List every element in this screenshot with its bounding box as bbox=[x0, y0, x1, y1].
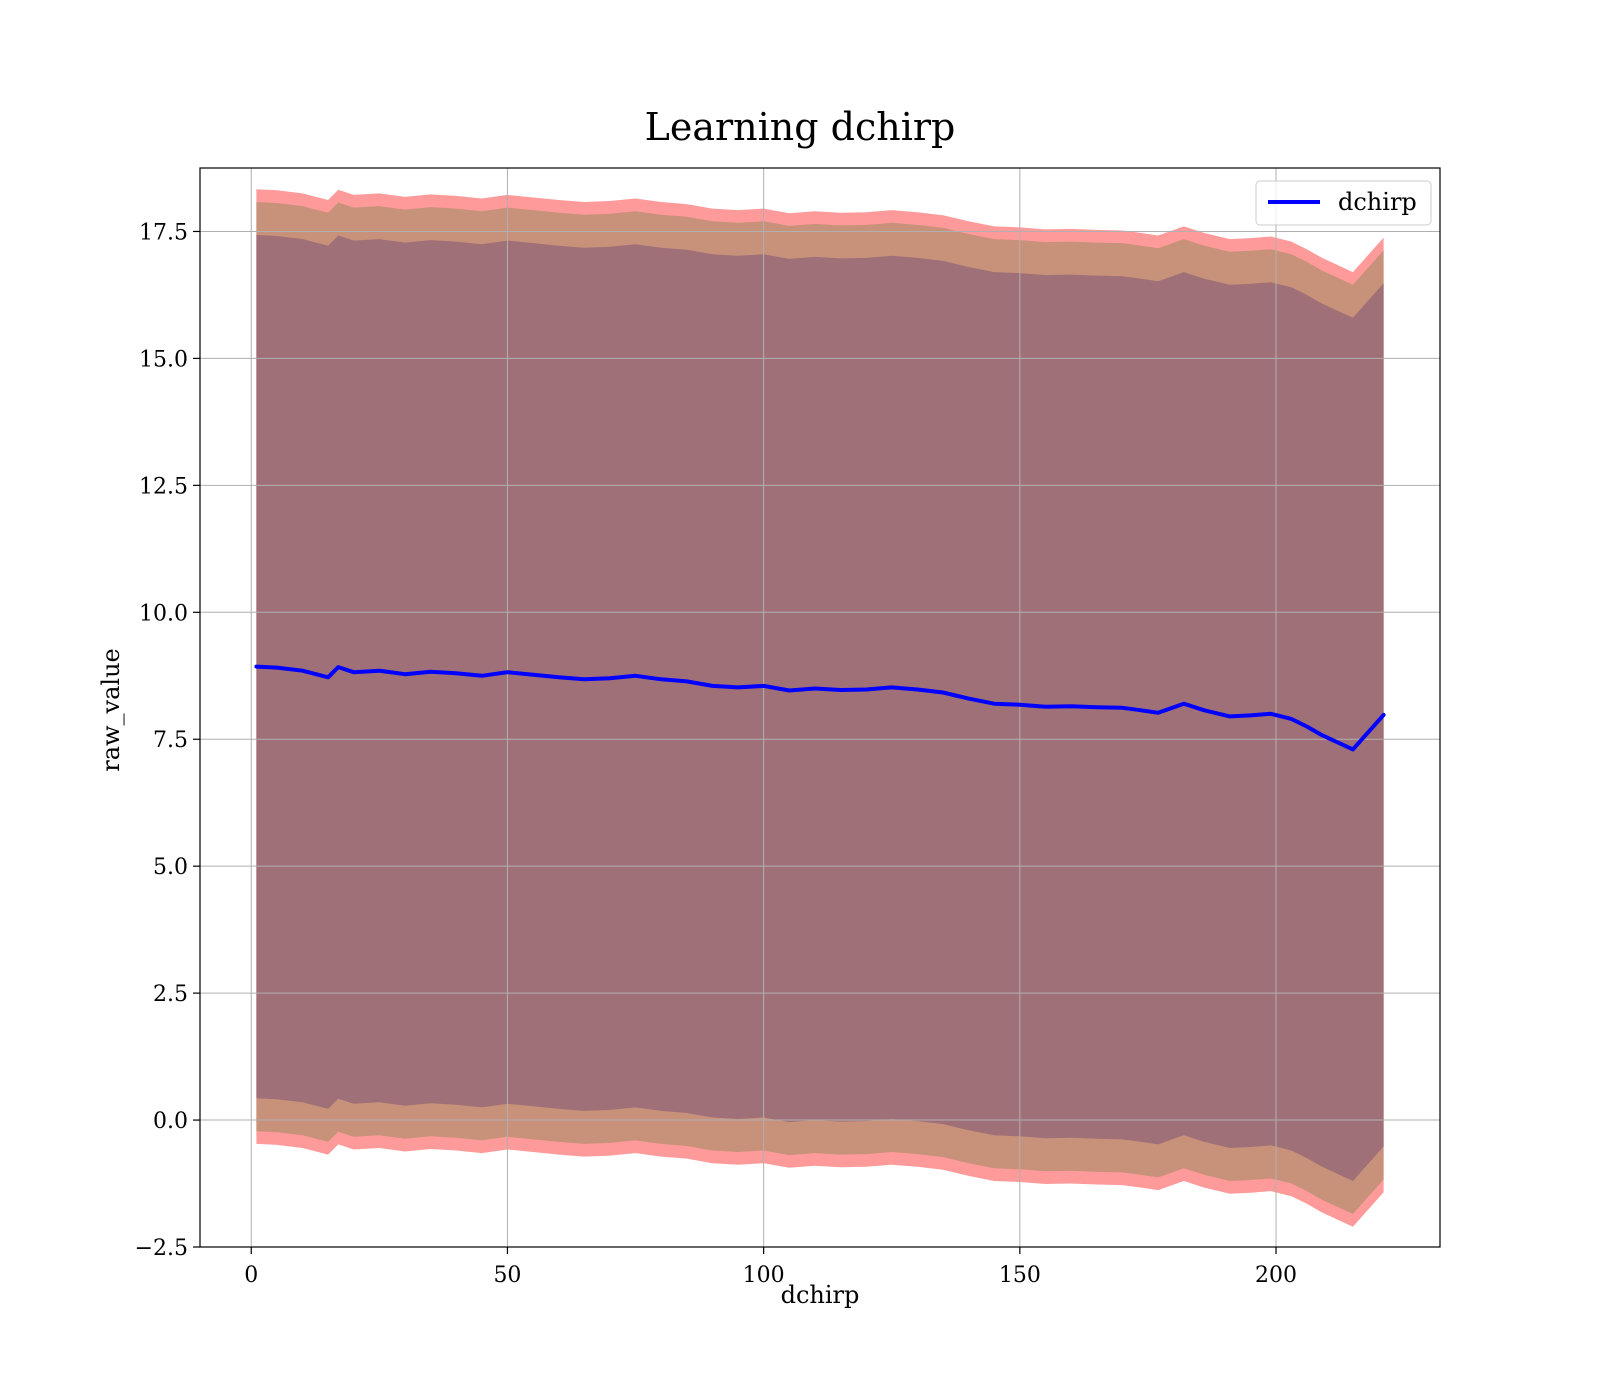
x-tick-label: 100 bbox=[743, 1263, 785, 1288]
y-tick-label: 17.5 bbox=[139, 220, 188, 245]
chart-title: Learning dchirp bbox=[645, 105, 956, 149]
y-tick-label: 12.5 bbox=[139, 474, 188, 499]
x-tick-label: 150 bbox=[999, 1263, 1041, 1288]
y-tick-label: 7.5 bbox=[153, 728, 188, 753]
series-lines bbox=[254, 664, 1386, 752]
y-tick-label: 0.0 bbox=[153, 1109, 188, 1134]
y-tick-label: 15.0 bbox=[139, 347, 188, 372]
y-axis-label: raw_value bbox=[97, 648, 125, 772]
y-tick-label: −2.5 bbox=[135, 1236, 188, 1261]
y-tick-label: 5.0 bbox=[153, 855, 188, 880]
y-tick-label: 10.0 bbox=[139, 601, 188, 626]
grid bbox=[200, 168, 1440, 1248]
confidence-bands bbox=[256, 189, 1384, 1227]
legend-label: dchirp bbox=[1338, 188, 1417, 216]
axis-ticks: 0 50 100 150 200 −2.5 0.0 2.5 5.0 7.5 10.0 12.5 15.0… bbox=[135, 220, 1297, 1288]
legend-box bbox=[1255, 180, 1432, 226]
series-line-dchirp bbox=[254, 664, 1386, 752]
band-inner bbox=[256, 235, 1384, 1181]
x-tick-label: 200 bbox=[1255, 1263, 1297, 1288]
x-tick-label: 0 bbox=[244, 1263, 258, 1288]
legend: dchirp bbox=[1255, 180, 1432, 226]
x-tick-label: 50 bbox=[493, 1263, 521, 1288]
x-axis-label: dchirp bbox=[781, 1281, 860, 1309]
y-tick-label: 2.5 bbox=[153, 982, 188, 1007]
plot-area-frame bbox=[199, 167, 1441, 1248]
